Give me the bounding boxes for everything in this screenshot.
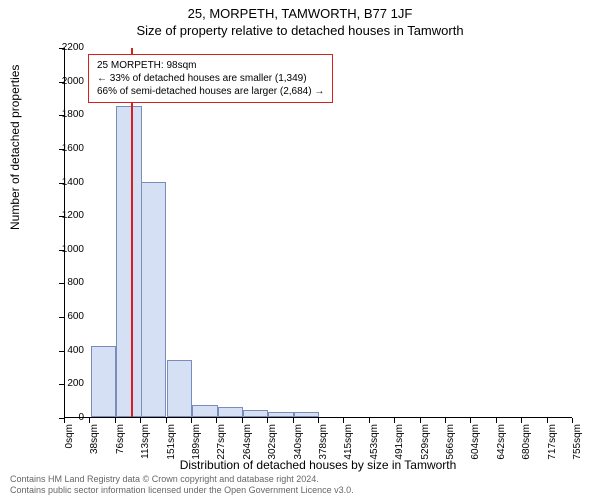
xtick-label: 566sqm bbox=[445, 424, 456, 464]
xtick-mark bbox=[115, 418, 116, 423]
xtick-label: 151sqm bbox=[166, 424, 177, 464]
xtick-label: 642sqm bbox=[496, 424, 507, 464]
footer-line2: Contains public sector information licen… bbox=[10, 485, 354, 496]
xtick-mark bbox=[521, 418, 522, 423]
xtick-label: 38sqm bbox=[89, 424, 100, 464]
histogram-bar bbox=[91, 346, 116, 417]
xtick-mark bbox=[216, 418, 217, 423]
xtick-mark bbox=[242, 418, 243, 423]
xtick-mark bbox=[572, 418, 573, 423]
xtick-mark bbox=[470, 418, 471, 423]
xtick-label: 378sqm bbox=[318, 424, 329, 464]
xtick-mark bbox=[267, 418, 268, 423]
xtick-label: 717sqm bbox=[547, 424, 558, 464]
xtick-mark bbox=[191, 418, 192, 423]
xtick-label: 680sqm bbox=[521, 424, 532, 464]
histogram-bar bbox=[218, 407, 243, 417]
xtick-label: 755sqm bbox=[572, 424, 583, 464]
info-box: 25 MORPETH: 98sqm ← 33% of detached hous… bbox=[88, 54, 333, 103]
footer-attribution: Contains HM Land Registry data © Crown c… bbox=[10, 474, 354, 496]
xtick-label: 302sqm bbox=[267, 424, 278, 464]
histogram-bar bbox=[192, 405, 217, 417]
xtick-label: 0sqm bbox=[64, 424, 75, 464]
xtick-mark bbox=[445, 418, 446, 423]
xtick-mark bbox=[140, 418, 141, 423]
xtick-label: 453sqm bbox=[369, 424, 380, 464]
property-marker-line bbox=[131, 48, 133, 417]
xtick-label: 340sqm bbox=[293, 424, 304, 464]
xtick-label: 264sqm bbox=[242, 424, 253, 464]
chart-container: 25, MORPETH, TAMWORTH, B77 1JF Size of p… bbox=[0, 0, 600, 500]
plot-region bbox=[64, 48, 572, 418]
histogram-bar bbox=[268, 412, 293, 417]
xtick-mark bbox=[420, 418, 421, 423]
xtick-mark bbox=[547, 418, 548, 423]
xtick-label: 189sqm bbox=[191, 424, 202, 464]
xtick-mark bbox=[394, 418, 395, 423]
xtick-label: 76sqm bbox=[115, 424, 126, 464]
title-address: 25, MORPETH, TAMWORTH, B77 1JF bbox=[0, 0, 600, 21]
xtick-label: 491sqm bbox=[394, 424, 405, 464]
xtick-mark bbox=[64, 418, 65, 423]
histogram-bar bbox=[243, 410, 268, 417]
chart-area: 25 MORPETH: 98sqm ← 33% of detached hous… bbox=[64, 48, 572, 418]
info-line3: 66% of semi-detached houses are larger (… bbox=[97, 85, 324, 98]
histogram-bar bbox=[116, 106, 141, 417]
xtick-mark bbox=[166, 418, 167, 423]
y-axis-label: Number of detached properties bbox=[8, 65, 22, 230]
xtick-mark bbox=[369, 418, 370, 423]
xtick-mark bbox=[89, 418, 90, 423]
histogram-bar bbox=[167, 360, 192, 417]
histogram-bar bbox=[141, 182, 166, 417]
xtick-mark bbox=[343, 418, 344, 423]
xtick-mark bbox=[496, 418, 497, 423]
xtick-label: 415sqm bbox=[343, 424, 354, 464]
xtick-label: 113sqm bbox=[140, 424, 151, 464]
xtick-mark bbox=[318, 418, 319, 423]
info-line1: 25 MORPETH: 98sqm bbox=[97, 59, 324, 72]
xtick-label: 604sqm bbox=[470, 424, 481, 464]
xtick-label: 529sqm bbox=[420, 424, 431, 464]
xtick-label: 227sqm bbox=[216, 424, 227, 464]
footer-line1: Contains HM Land Registry data © Crown c… bbox=[10, 474, 354, 485]
xtick-mark bbox=[293, 418, 294, 423]
info-line2: ← 33% of detached houses are smaller (1,… bbox=[97, 72, 324, 85]
histogram-bar bbox=[294, 412, 319, 417]
title-subtitle: Size of property relative to detached ho… bbox=[0, 21, 600, 38]
